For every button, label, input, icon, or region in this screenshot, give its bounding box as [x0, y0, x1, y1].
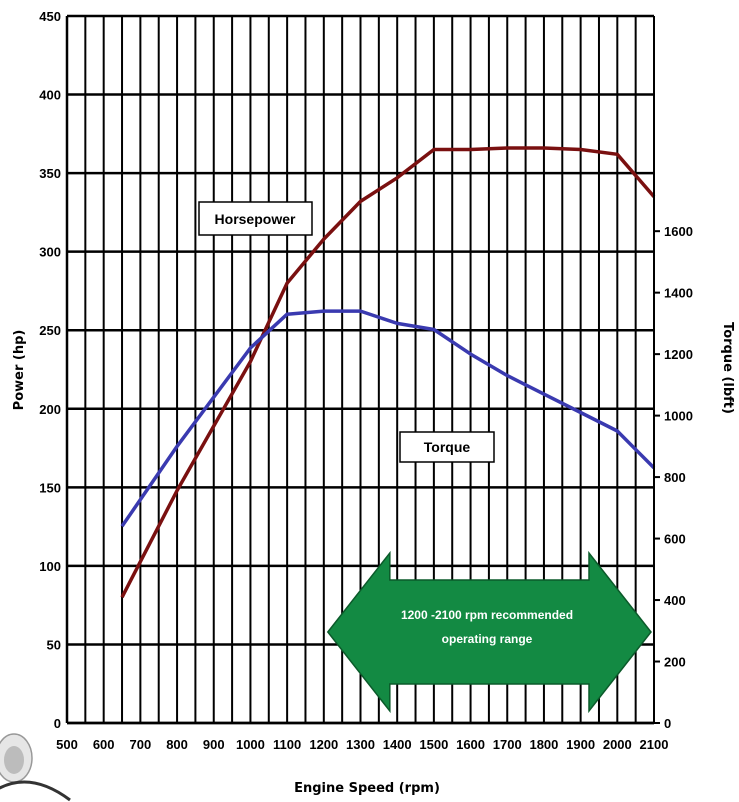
- operating-range-arrow-shape: [326, 550, 652, 714]
- torque-label: Torque: [424, 439, 471, 455]
- y-tick-label: 0: [54, 716, 61, 731]
- y2-tick-label: 1000: [664, 409, 693, 424]
- operating-range-arrow: [326, 550, 652, 714]
- y2-tick-label: 0: [664, 716, 671, 731]
- y-tick-label: 400: [39, 88, 61, 103]
- torque-label-box: Torque: [399, 431, 495, 463]
- y2-tick-label: 200: [664, 655, 686, 670]
- horsepower-line: [120, 146, 656, 599]
- x-tick-label: 1200: [309, 737, 338, 752]
- y2-tick-label: 1400: [664, 286, 693, 301]
- y2-tick-label: 600: [664, 532, 686, 547]
- y2-tick-label: 1200: [664, 347, 693, 362]
- x-tick-label: 1300: [346, 737, 375, 752]
- x-tick-label: 2000: [603, 737, 632, 752]
- x-tick-label: 1800: [529, 737, 558, 752]
- tick-labels: 0 50 100 150 200 250 300 350 400 450 0 200 400 600 800…: [39, 9, 693, 752]
- y-tick-label: 450: [39, 9, 61, 24]
- x-tick-label: 1700: [493, 737, 522, 752]
- y-tick-label: 100: [39, 559, 61, 574]
- series-lines: [120, 146, 656, 599]
- y-tick-label: 200: [39, 402, 61, 417]
- x-tick-label: 1500: [419, 737, 448, 752]
- x-tick-label: 700: [130, 737, 152, 752]
- y2-tick-label: 800: [664, 470, 686, 485]
- y2-tick-label: 400: [664, 593, 686, 608]
- y-tick-label: 350: [39, 166, 61, 181]
- y-tick-label: 250: [39, 323, 61, 338]
- x-tick-label: 900: [203, 737, 225, 752]
- x-tick-label: 1600: [456, 737, 485, 752]
- left-axis-title: Power (hp): [12, 330, 27, 411]
- y-tick-label: 50: [47, 637, 61, 652]
- x-tick-label: 800: [166, 737, 188, 752]
- x-tick-label: 600: [93, 737, 115, 752]
- torque-line: [120, 309, 656, 528]
- x-tick-label: 1400: [383, 737, 412, 752]
- horsepower-label-box: Horsepower: [198, 201, 313, 236]
- x-axis-title: Engine Speed (rpm): [294, 781, 440, 796]
- x-tick-label: 2100: [640, 737, 669, 752]
- y-tick-label: 300: [39, 245, 61, 260]
- y2-tick-label: 1600: [664, 224, 693, 239]
- axes: [65, 16, 660, 725]
- y-tick-label: 150: [39, 480, 61, 495]
- x-tick-label: 1000: [236, 737, 265, 752]
- corner-logo: [0, 733, 71, 802]
- arrow-text-line-2: operating range: [442, 632, 533, 646]
- right-axis-title: Torque (lbft): [720, 322, 735, 414]
- x-tick-label: 1100: [273, 737, 301, 752]
- x-tick-label: 1900: [566, 737, 595, 752]
- x-tick-label: 500: [56, 737, 78, 752]
- arrow-text-line-1: 1200 -2100 rpm recommended: [401, 608, 573, 622]
- horsepower-label: Horsepower: [215, 211, 296, 227]
